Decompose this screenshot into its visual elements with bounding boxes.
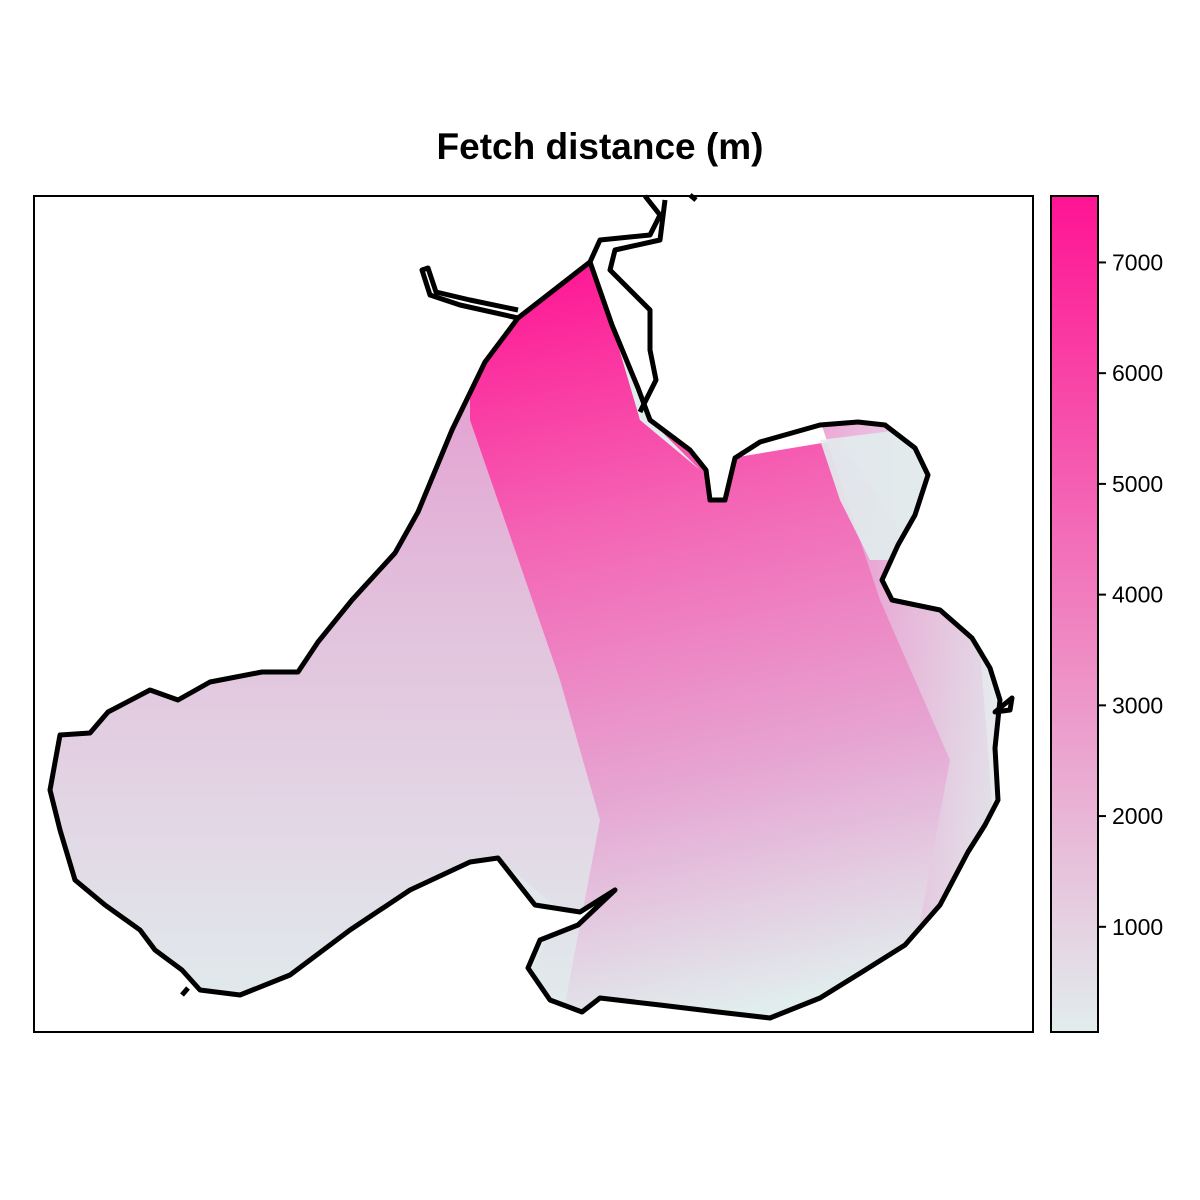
colorbar-tick-label: 2000: [1112, 803, 1163, 829]
inlet-west-bank: [587, 194, 663, 264]
colorbar: [1050, 195, 1099, 1033]
colorbar-tick-label: 5000: [1112, 471, 1163, 497]
colorbar-tick-label: 6000: [1112, 360, 1163, 386]
raster-central-basin: [470, 262, 1000, 1018]
colorbar-ticks: 1000 2000 3000 4000 5000 6000 7000: [1098, 249, 1163, 940]
colorbar-tick-label: 4000: [1112, 582, 1163, 608]
chart-title: Fetch distance (m): [436, 126, 764, 167]
inlet-east-bank: [607, 199, 668, 414]
colorbar-tick-label: 7000: [1112, 249, 1163, 275]
plot-frame: [33, 195, 1034, 1033]
west-creek-outline: [419, 265, 519, 321]
inlet-fragment: [688, 193, 698, 202]
east-point-outline: [992, 695, 1015, 715]
fetch-raster: [50, 262, 1000, 1018]
south-point-outline: [180, 986, 190, 997]
colorbar-tick-label: 3000: [1112, 692, 1163, 718]
lake-outline: [47, 259, 1003, 1021]
colorbar-tick-label: 1000: [1112, 914, 1163, 940]
